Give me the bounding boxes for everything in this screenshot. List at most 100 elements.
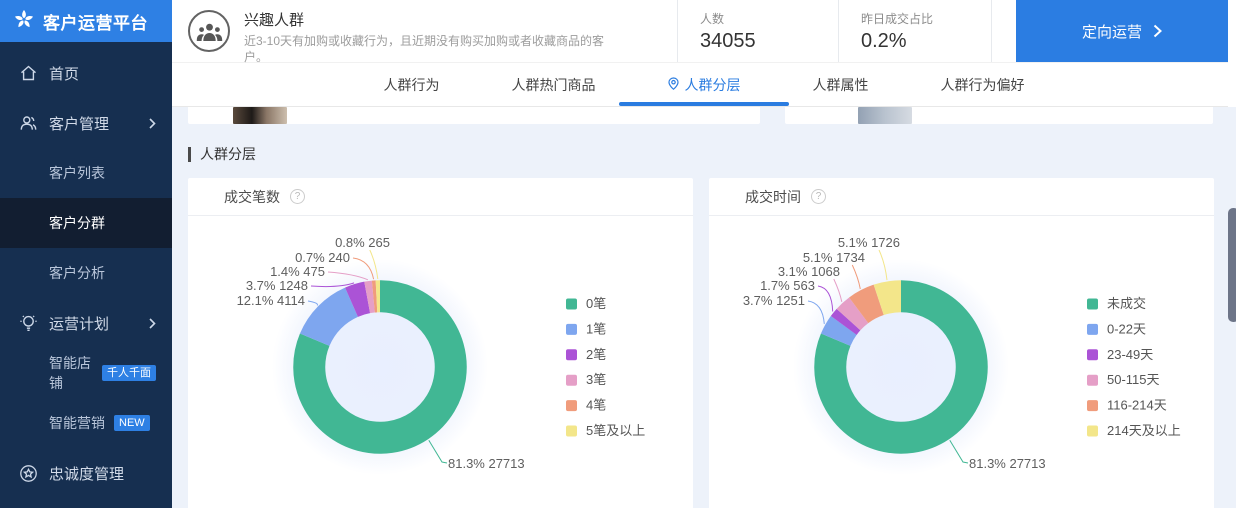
stat-deal-ratio: 昨日成交占比 0.2% [838, 0, 992, 62]
legend-item[interactable]: 23-49天 [1087, 347, 1153, 362]
legend-item[interactable]: 2笔 [566, 347, 606, 362]
svg-text:23-49天: 23-49天 [1107, 347, 1153, 362]
tab-label: 人群行为偏好 [940, 76, 1025, 93]
donut-chart[interactable]: 81.3% 27713 3.7% 1251 1.7% 563 3.1% 1068 5.1… [709, 216, 1214, 508]
tab-label: 人群属性 [812, 76, 869, 93]
svg-text:50-115天: 50-115天 [1107, 372, 1160, 387]
sidebar-item[interactable]: 智能店铺 千人千面 [0, 348, 172, 398]
legend-item[interactable]: 1笔 [566, 321, 606, 336]
tab-人群属性[interactable]: 人群属性 [813, 63, 869, 106]
sidebar-badge: NEW [114, 415, 150, 431]
legend-item[interactable]: 214天及以上 [1087, 423, 1181, 438]
chevron-right-icon [149, 317, 156, 329]
chart-title: 成交笔数 [224, 188, 280, 205]
tab-人群分层[interactable]: 人群分层 [667, 63, 741, 106]
chart-card-deal-count: 成交笔数 ? 81.3% 27713 12.1% 4114 3.7% 1248 1.4… [188, 178, 693, 508]
content-area: 人群分层 成交笔数 ? 81.3% 27713 12.1% 4114 3.7% 12… [172, 107, 1236, 508]
stat-value: 0.2% [861, 30, 907, 52]
sidebar-item-label: 智能营销 [49, 415, 105, 431]
sidebar-item-label: 智能店铺 [49, 355, 91, 391]
tab-人群行为[interactable]: 人群行为 [384, 63, 440, 106]
sidebar-item[interactable]: 客户管理 [0, 98, 172, 148]
legend-item[interactable]: 未成交 [1087, 296, 1146, 311]
sidebar-item[interactable]: 运营计划 [0, 298, 172, 348]
svg-text:0笔: 0笔 [586, 296, 606, 311]
svg-text:3笔: 3笔 [586, 372, 606, 387]
sidebar-item-label: 忠诚度管理 [49, 465, 125, 483]
svg-text:2笔: 2笔 [586, 347, 606, 362]
slice-label: 81.3% 27713 [448, 456, 525, 471]
slice-label: 0.7% 240 [295, 250, 350, 265]
app-title: 客户运营平台 [43, 13, 148, 33]
chart-card-deal-time: 成交时间 ? 81.3% 27713 3.7% 1251 1.7% 563 3.1% … [709, 178, 1214, 508]
slice-label: 3.7% 1248 [246, 278, 308, 293]
sidebar-item-label: 客户分群 [49, 215, 105, 231]
sidebar-item-label: 客户分析 [49, 265, 105, 281]
audience-summary: 兴趣人群 近3-10天有加购或收藏行为，且近期没有购买加购或者收藏商品的客户。 [172, 0, 677, 64]
main-area: 兴趣人群 近3-10天有加购或收藏行为，且近期没有购买加购或者收藏商品的客户。 … [172, 0, 1236, 508]
svg-text:5笔及以上: 5笔及以上 [586, 423, 645, 438]
legend-item[interactable]: 0笔 [566, 296, 606, 311]
sidebar-item[interactable]: 客户列表 [0, 148, 172, 198]
chevron-right-icon [1153, 24, 1162, 38]
legend-item[interactable]: 4笔 [566, 398, 606, 413]
slice-label: 3.1% 1068 [778, 264, 840, 279]
legend-item[interactable]: 5笔及以上 [566, 423, 645, 438]
svg-text:4笔: 4笔 [586, 398, 606, 413]
targeted-operation-label: 定向运营 [1081, 23, 1142, 41]
slice-label: 5.1% 1726 [838, 235, 900, 250]
product-thumbnail [858, 107, 912, 124]
tab-label: 人群分层 [684, 76, 741, 93]
chevron-right-icon [149, 117, 156, 129]
home-icon [18, 64, 38, 82]
help-icon[interactable]: ? [290, 189, 305, 204]
tab-人群行为偏好[interactable]: 人群行为偏好 [941, 63, 1025, 106]
section-accent-bar [188, 146, 191, 162]
sidebar-item-label: 客户列表 [49, 165, 105, 181]
help-icon[interactable]: ? [811, 189, 826, 204]
app-logo: 客户运营平台 [0, 0, 172, 42]
segment-header: 兴趣人群 近3-10天有加购或收藏行为，且近期没有购买加购或者收藏商品的客户。 … [172, 0, 1236, 64]
slice-label: 3.7% 1251 [743, 293, 805, 308]
pin-icon [667, 76, 679, 93]
users-icon [18, 114, 38, 132]
slice-label: 1.7% 563 [760, 278, 815, 293]
section-header: 人群分层 [188, 144, 256, 164]
sidebar: 客户运营平台 首页 客户管理 客户列表 客户分群 客户分析 运营计划 智能店铺 千人千面 智能营… [0, 0, 172, 508]
app-logo-icon [13, 8, 35, 35]
tab-bar: 人群行为 人群热门商品 人群分层 人群属性 人群行为偏好 [172, 62, 1236, 107]
legend-item[interactable]: 116-214天 [1087, 398, 1167, 413]
svg-text:214天及以上: 214天及以上 [1107, 423, 1181, 438]
sidebar-item-label: 运营计划 [49, 315, 110, 333]
svg-text:0-22天: 0-22天 [1107, 321, 1146, 336]
slice-label: 81.3% 27713 [969, 456, 1046, 471]
loyalty-icon [18, 464, 38, 483]
sidebar-badge: 千人千面 [102, 365, 156, 381]
scrollbar-thumb[interactable] [1228, 208, 1236, 322]
svg-text:未成交: 未成交 [1107, 296, 1146, 311]
sidebar-item[interactable]: 客户分群 [0, 198, 172, 248]
sidebar-item[interactable]: 智能营销 NEW [0, 398, 172, 448]
legend-item[interactable]: 0-22天 [1087, 321, 1146, 336]
sidebar-item[interactable]: 客户分析 [0, 248, 172, 298]
targeted-operation-button[interactable]: 定向运营 [1016, 0, 1228, 62]
product-thumbnail [233, 107, 287, 124]
slice-label: 12.1% 4114 [237, 293, 305, 308]
sidebar-nav: 首页客户管理客户列表客户分群客户分析运营计划智能店铺 千人千面智能营销 NEW 忠诚度… [0, 42, 172, 498]
sidebar-item[interactable]: 首页 [0, 48, 172, 98]
audience-group-icon [188, 10, 230, 52]
previous-section-card [188, 107, 760, 124]
tab-人群热门商品[interactable]: 人群热门商品 [512, 63, 596, 106]
audience-description: 近3-10天有加购或收藏行为，且近期没有购买加购或者收藏商品的客户。 [244, 34, 605, 64]
sidebar-item[interactable]: 忠诚度管理 [0, 448, 172, 498]
legend-item[interactable]: 50-115天 [1087, 372, 1160, 387]
stat-label: 昨日成交占比 [861, 12, 934, 26]
sidebar-item-label: 首页 [49, 65, 80, 83]
slice-label: 0.8% 265 [335, 235, 390, 250]
donut-chart[interactable]: 81.3% 27713 12.1% 4114 3.7% 1248 1.4% 475 0.… [188, 216, 693, 508]
svg-text:1笔: 1笔 [586, 321, 606, 336]
bulb-icon [18, 314, 38, 332]
previous-section-card [785, 107, 1213, 124]
legend-item[interactable]: 3笔 [566, 372, 606, 387]
stat-label: 人数 [700, 12, 725, 26]
